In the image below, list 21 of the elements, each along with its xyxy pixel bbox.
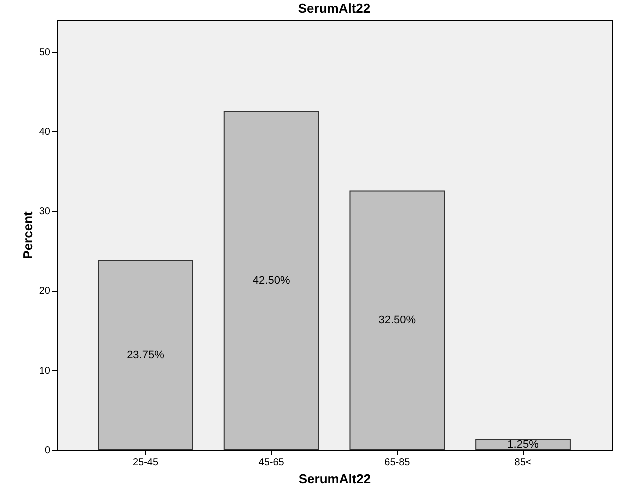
y-tick-label: 20 — [39, 286, 51, 298]
x-tick-label: 65-85 — [384, 458, 411, 468]
bar — [224, 111, 320, 450]
bar — [350, 190, 446, 450]
x-tick-label: 85< — [514, 458, 532, 468]
y-tick-label: 10 — [39, 366, 51, 377]
y-tick-label: 30 — [39, 206, 51, 218]
y-tick-label: 0 — [44, 446, 51, 456]
data-label: 32.50% — [378, 314, 416, 327]
x-axis-title: SerumAlt22 — [298, 472, 372, 486]
x-tick-label: 25-45 — [132, 458, 159, 468]
data-label: 23.75% — [127, 349, 165, 362]
y-axis-title: Percent — [20, 210, 36, 260]
data-label: 1.25% — [508, 439, 540, 452]
y-tick-label: 40 — [39, 126, 51, 138]
bar — [98, 260, 194, 450]
chart-title: SerumAlt22 — [298, 1, 371, 16]
data-label: 42.50% — [252, 274, 290, 287]
y-tick-label: 50 — [39, 47, 51, 58]
bar — [476, 440, 571, 450]
x-tick-label: 45-65 — [258, 458, 285, 468]
